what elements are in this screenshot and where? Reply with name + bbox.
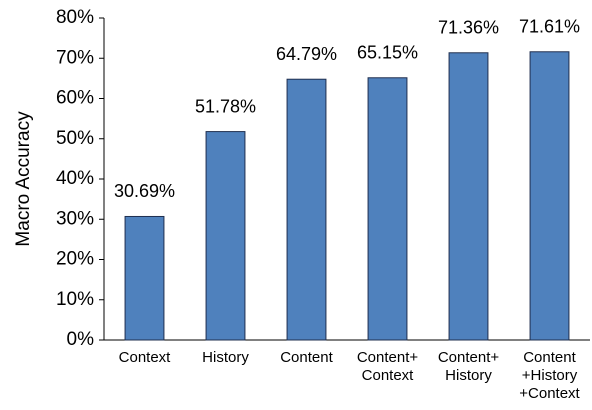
x-tick-label: Context [119,349,172,366]
bar [448,52,489,341]
y-tick-label: 0% [67,329,95,350]
y-tick-label: 50% [56,128,94,149]
bar [286,78,327,341]
bar [124,215,165,341]
x-tick-label: Content [280,349,333,366]
data-label: 71.61% [519,17,580,37]
data-label: 30.69% [114,181,175,201]
y-tick-label: 30% [56,208,94,229]
y-tick-label: 20% [56,249,94,270]
y-tick-label: 70% [56,47,94,68]
bar [367,77,408,341]
data-label: 64.79% [276,44,337,64]
bar [205,131,246,341]
y-tick-label: 80% [56,7,94,28]
x-tick-label: Content +History +Context [519,349,580,402]
bar [529,51,570,341]
data-label: 71.36% [438,18,499,38]
y-axis-label: Macro Accuracy [13,111,34,247]
x-tick-label: Content+ History [438,349,500,384]
data-label: 51.78% [195,96,256,116]
data-label: 65.15% [357,43,418,63]
x-tick-label: Content+ Context [357,349,419,384]
y-tick-label: 10% [56,289,94,310]
y-tick-label: 40% [56,168,94,189]
x-tick-label: History [202,349,249,366]
y-tick-label: 60% [56,88,94,109]
